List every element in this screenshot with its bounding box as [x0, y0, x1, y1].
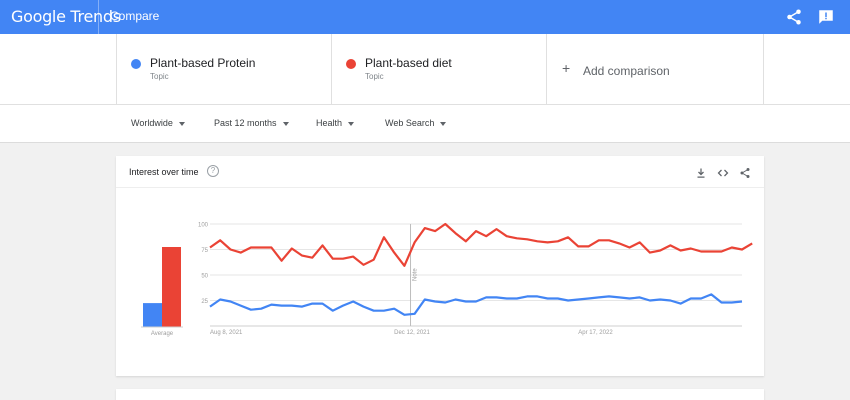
card-title: Interest over time — [129, 167, 199, 177]
y-tick-label: 75 — [201, 248, 208, 254]
term-name: Plant-based Protein — [150, 56, 256, 70]
term-name: Plant-based diet — [365, 56, 452, 70]
filter-region[interactable]: Worldwide — [131, 118, 185, 128]
help-icon[interactable]: ? — [207, 165, 219, 177]
chevron-down-icon — [440, 121, 447, 126]
y-tick-label: 25 — [201, 299, 208, 305]
filter-bar: Worldwide Past 12 months Health Web Sear… — [0, 105, 850, 143]
average-bar-plant-based-protein — [143, 303, 162, 327]
x-tick-label: Aug 8, 2021 — [210, 330, 243, 336]
interest-over-time-card: Interest over time ? 25 50 75 100 Aug 8, 202… — [116, 156, 764, 376]
filter-search-type[interactable]: Web Search — [385, 118, 447, 128]
x-tick-label: Dec 12, 2021 — [394, 330, 430, 336]
filter-label: Web Search — [385, 118, 435, 128]
filter-time-range[interactable]: Past 12 months — [214, 118, 289, 128]
series-color-dot — [131, 59, 141, 69]
plus-icon: + — [562, 60, 571, 76]
add-comparison-button[interactable]: + Add comparison — [546, 34, 764, 105]
add-comparison-label: Add comparison — [583, 64, 670, 78]
term-type: Topic — [365, 72, 384, 81]
series-line-plant-based-diet — [209, 222, 753, 267]
page-title: Compare — [110, 9, 160, 23]
y-tick-label: 100 — [198, 223, 209, 229]
term-type: Topic — [150, 72, 169, 81]
embed-icon[interactable] — [717, 167, 729, 179]
filter-label: Worldwide — [131, 118, 173, 128]
interest-line-chart: 25 50 75 100 Aug 8, 2021 Dec 12, 2021 Apr 17, … — [141, 222, 753, 337]
x-tick-label: Apr 17, 2022 — [578, 330, 613, 336]
filter-label: Health — [316, 118, 343, 128]
card-divider — [116, 187, 764, 188]
average-label: Average — [151, 331, 174, 337]
header-divider — [98, 0, 99, 34]
chevron-down-icon — [348, 121, 355, 126]
average-bar-plant-based-diet — [162, 247, 181, 327]
comparison-bar: Plant-based Protein Topic Plant-based di… — [0, 34, 850, 105]
top-bar: Google Trends Compare — [0, 0, 850, 34]
y-tick-label: 50 — [201, 274, 208, 280]
term-card-plant-based-protein[interactable]: Plant-based Protein Topic — [116, 34, 331, 105]
filter-label: Past 12 months — [214, 118, 277, 128]
google-trends-logo[interactable]: Google Trends — [11, 7, 121, 26]
series-color-dot — [346, 59, 356, 69]
chevron-down-icon — [282, 121, 289, 126]
note-annotation: Note — [413, 268, 419, 281]
term-card-plant-based-diet[interactable]: Plant-based diet Topic — [331, 34, 546, 105]
share-icon[interactable] — [739, 167, 751, 179]
series-line-plant-based-protein — [209, 293, 743, 316]
feedback-icon[interactable] — [817, 8, 835, 26]
next-card — [116, 389, 764, 400]
filter-category[interactable]: Health — [316, 118, 355, 128]
download-icon[interactable] — [695, 167, 707, 179]
share-icon[interactable] — [785, 8, 803, 26]
chevron-down-icon — [178, 121, 185, 126]
